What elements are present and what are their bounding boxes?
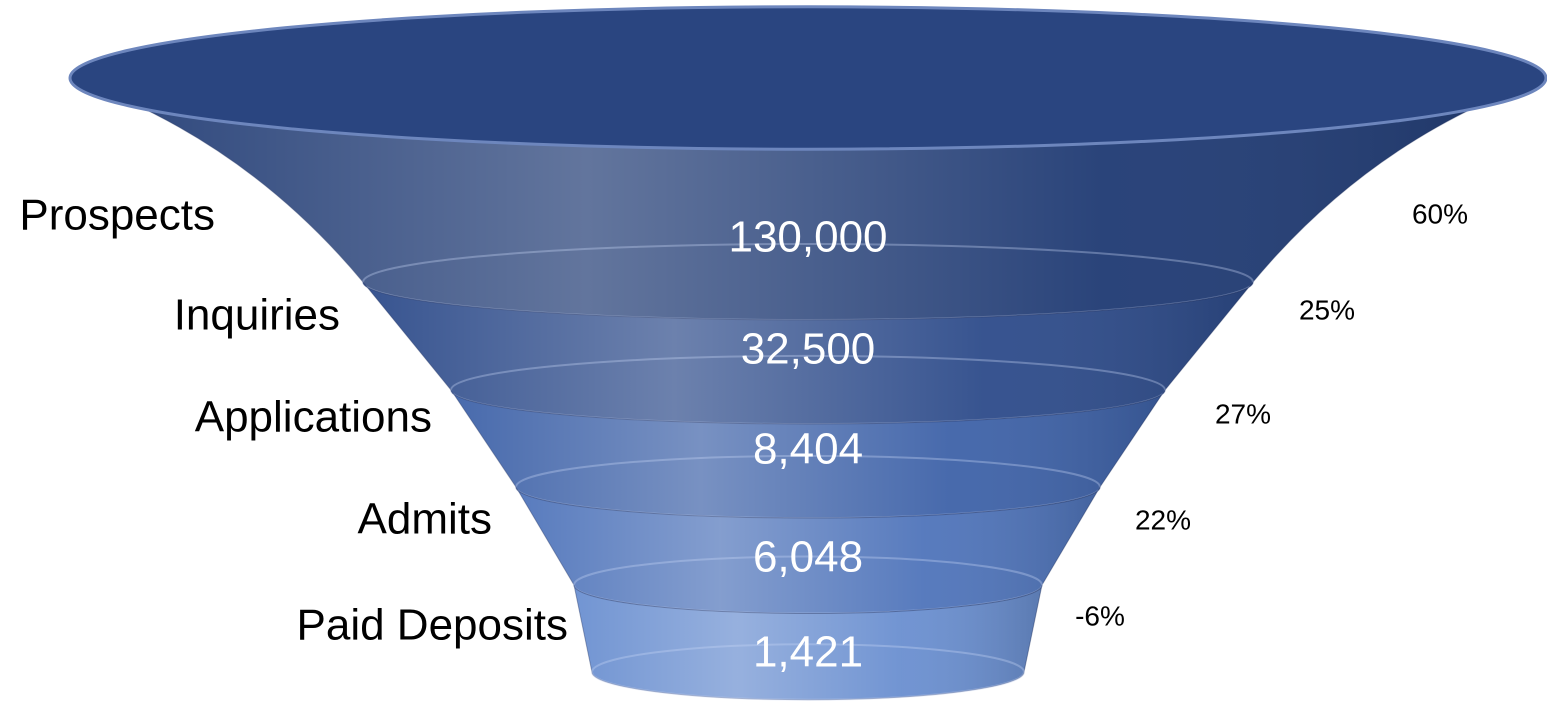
rate-label: 22%	[1135, 504, 1191, 535]
value-label: 6,048	[753, 533, 863, 582]
value-label: 8,404	[753, 425, 863, 474]
rate-label: 27%	[1215, 398, 1271, 429]
value-label: 1,421	[753, 628, 863, 677]
category-label: Admits	[358, 495, 492, 544]
chart: Prospects 130,000 60% Inquiries 32,500 25% App…	[0, 0, 1547, 702]
category-label: Prospects	[19, 191, 215, 240]
rate-label: 60%	[1412, 198, 1468, 229]
rate-label: 25%	[1299, 294, 1355, 325]
category-label: Inquiries	[174, 291, 340, 340]
category-label: Paid Deposits	[297, 601, 568, 650]
category-label: Applications	[195, 393, 432, 442]
value-label: 130,000	[728, 213, 887, 262]
rate-label: -6%	[1075, 600, 1125, 631]
value-label: 32,500	[741, 325, 876, 374]
funnel-top	[70, 7, 1546, 149]
